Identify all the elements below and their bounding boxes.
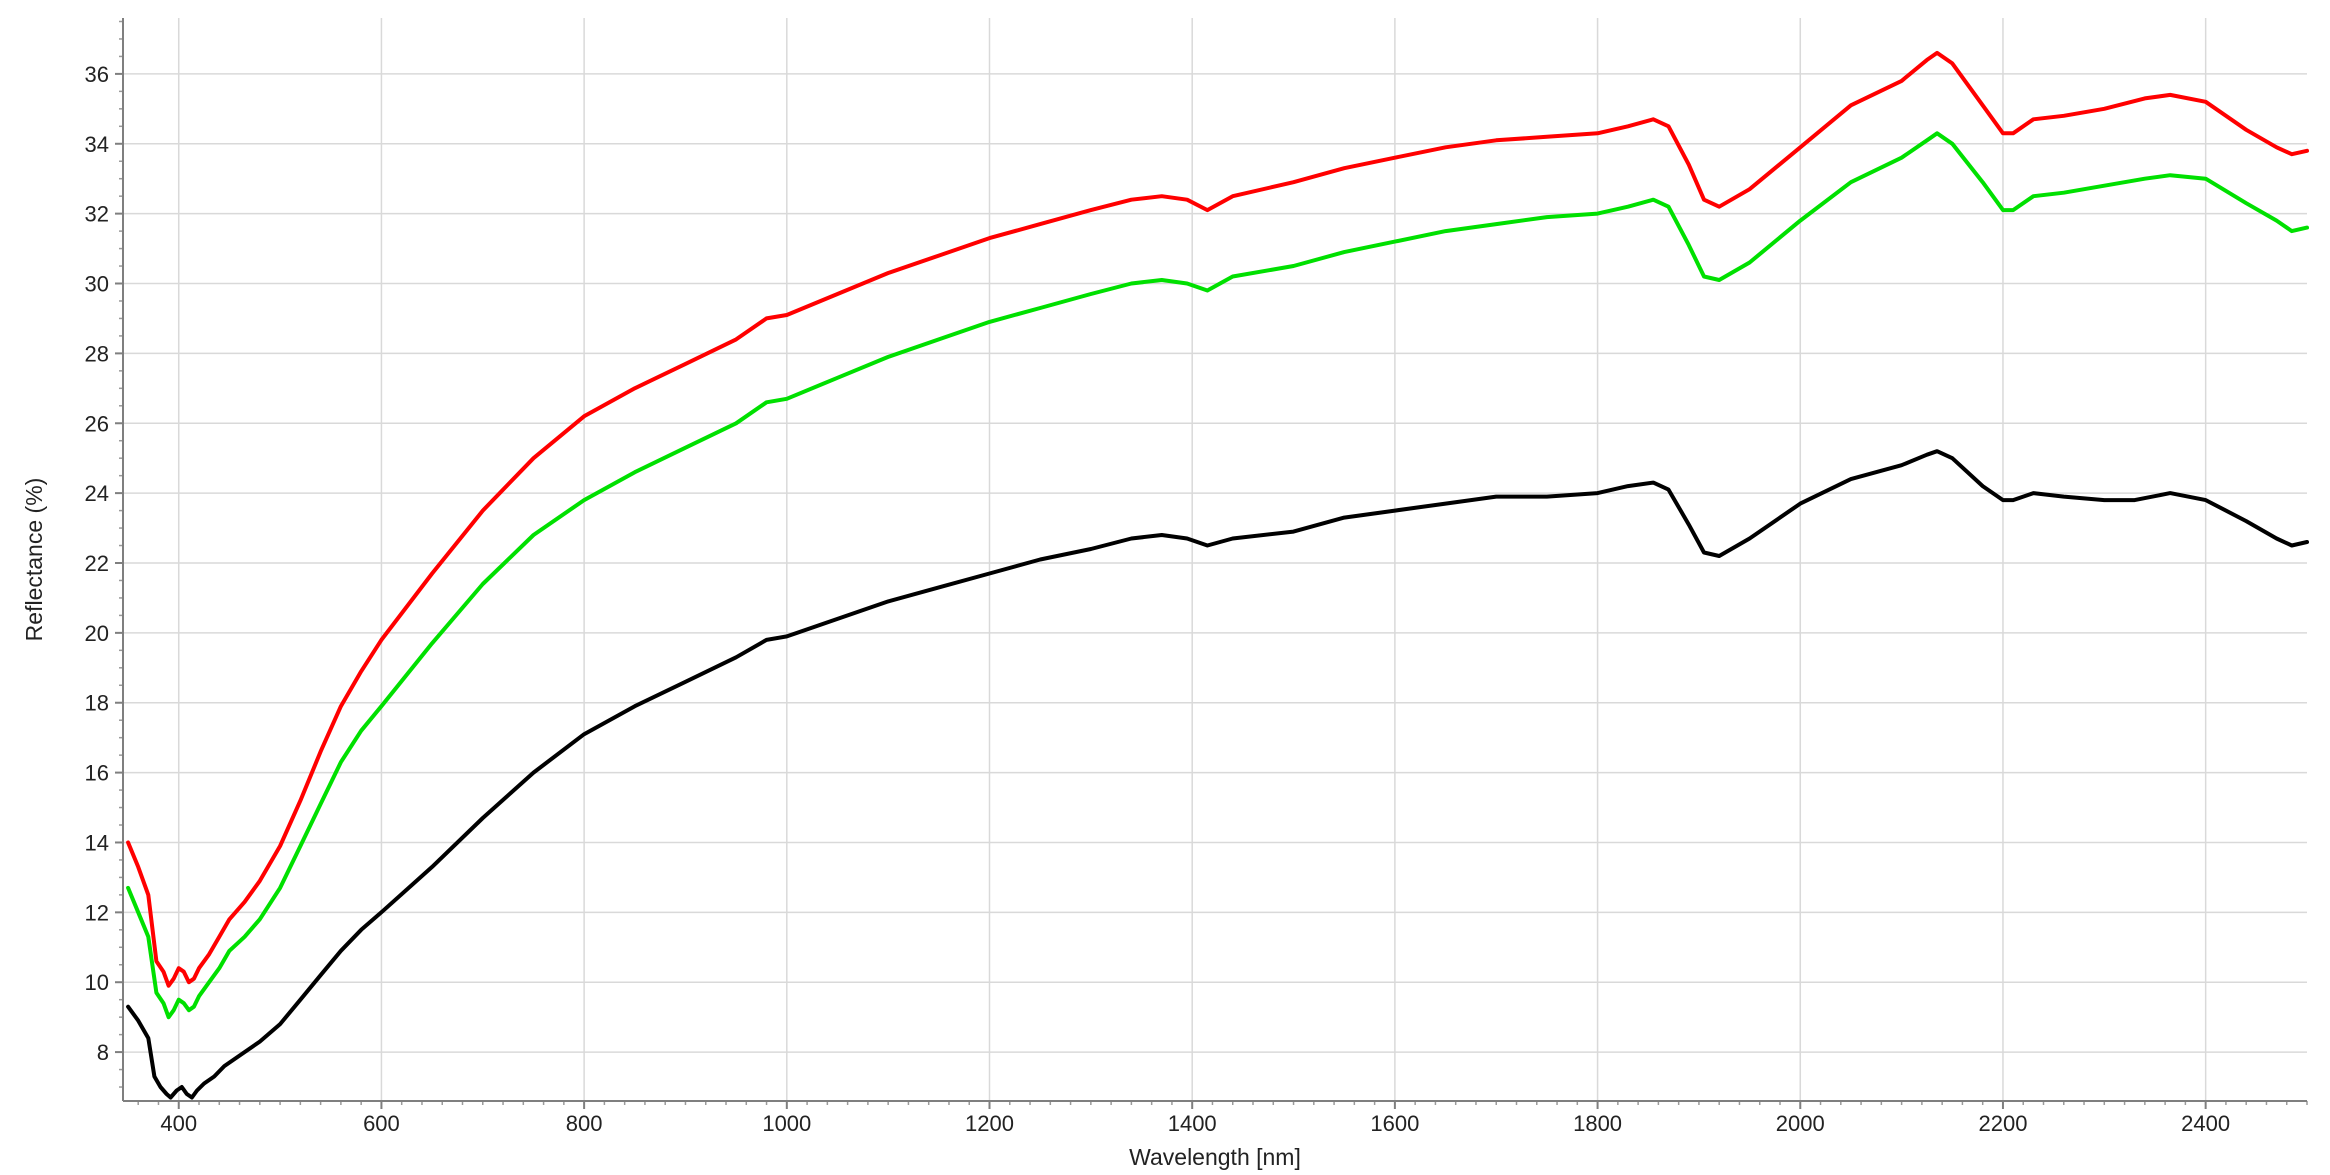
y-tick-label: 26 — [85, 411, 109, 436]
y-tick-label: 22 — [85, 551, 109, 576]
axes — [115, 18, 2308, 1109]
y-tick-label: 30 — [85, 272, 109, 297]
y-tick-label: 20 — [85, 621, 109, 646]
x-axis-title: Wavelength [nm] — [1129, 1144, 1301, 1170]
y-tick-label: 34 — [85, 132, 109, 157]
y-axis-title: Reflectance (%) — [21, 478, 47, 642]
y-tick-label: 18 — [85, 691, 109, 716]
x-tick-label: 1600 — [1370, 1111, 1419, 1136]
x-tick-label: 600 — [363, 1111, 400, 1136]
x-tick-label: 800 — [566, 1111, 603, 1136]
x-tick-label: 1000 — [762, 1111, 811, 1136]
x-tick-label: 1200 — [965, 1111, 1014, 1136]
y-tick-label: 28 — [85, 341, 109, 366]
series-line-3 — [126, 449, 2309, 1100]
x-tick-label: 2400 — [2181, 1111, 2230, 1136]
data-series — [126, 50, 2309, 1100]
y-tick-label: 24 — [85, 481, 109, 506]
y-tick-label: 16 — [85, 761, 109, 786]
y-tick-label: 36 — [85, 62, 109, 87]
x-tick-label: 1400 — [1168, 1111, 1217, 1136]
tick-labels: 400 600 800 1000 1200 1400 1600 1800 2000 2200 240… — [85, 62, 2231, 1136]
x-tick-label: 2000 — [1776, 1111, 1825, 1136]
grid-lines — [123, 18, 2307, 1101]
y-tick-label: 10 — [85, 970, 109, 995]
y-tick-label: 32 — [85, 202, 109, 227]
y-tick-label: 8 — [97, 1040, 109, 1065]
x-tick-label: 2200 — [1978, 1111, 2027, 1136]
x-tick-label: 1800 — [1573, 1111, 1622, 1136]
y-tick-label: 14 — [85, 830, 109, 855]
series-line-1 — [126, 50, 2309, 988]
x-tick-label: 400 — [160, 1111, 197, 1136]
y-tick-label: 12 — [85, 900, 109, 925]
series-line-2 — [126, 131, 2309, 1020]
